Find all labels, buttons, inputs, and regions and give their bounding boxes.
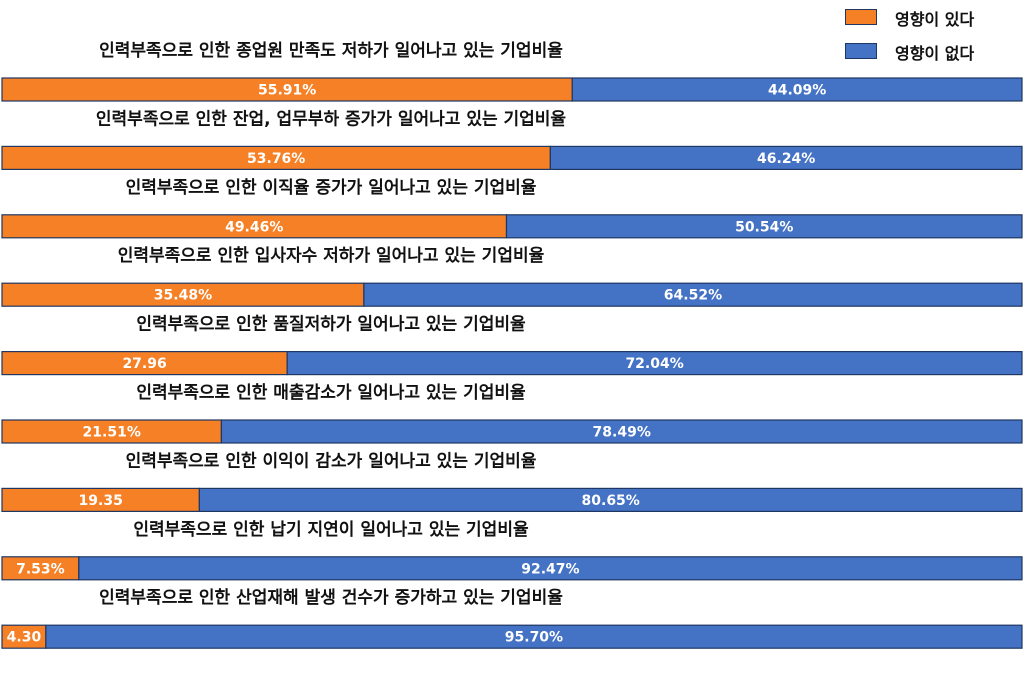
legend-swatch-not-affected	[845, 43, 877, 59]
data-label: 27.96	[122, 356, 166, 372]
data-label: 92.47%	[521, 561, 579, 577]
bar-title: 인력부족으로 인한 매출감소가 일어나고 있는 기업비율	[136, 383, 526, 403]
bar-title: 인력부족으로 인한 산업재해 발생 건수가 증가하고 있는 기업비율	[99, 588, 563, 608]
bar-title: 인력부족으로 인한 납기 지연이 일어나고 있는 기업비율	[133, 520, 529, 540]
data-label: 78.49%	[593, 425, 651, 441]
bar-title: 인력부족으로 인한 잔업, 업무부하 증가가 일어나고 있는 기업비율	[96, 109, 567, 129]
data-label: 80.65%	[582, 493, 640, 509]
data-label: 44.09%	[768, 83, 826, 99]
bar-segment-not-affected	[78, 556, 1023, 581]
bar-title: 인력부족으로 인한 입사자수 저하가 일어나고 있는 기업비율	[118, 246, 545, 266]
bar-segment-not-affected	[220, 419, 1023, 444]
bar-segment-not-affected	[549, 145, 1023, 170]
data-label: 49.46%	[225, 219, 283, 235]
bar-segment-not-affected	[286, 351, 1023, 376]
bar-segment-not-affected	[45, 624, 1023, 649]
bar-title: 인력부족으로 인한 품질저하가 일어나고 있는 기업비율	[136, 314, 526, 335]
bar-segment-not-affected	[505, 214, 1023, 239]
bar-segment-not-affected	[198, 487, 1023, 512]
bar-segment-not-affected	[571, 77, 1023, 102]
data-label: 55.91%	[258, 83, 316, 99]
bar-title: 인력부족으로 인한 이직율 증가가 일어나고 있는 기업비율	[126, 178, 537, 198]
legend-swatch-affected	[845, 9, 877, 25]
data-label: 95.70%	[505, 630, 563, 646]
bar-title: 인력부족으로 인한 이익이 감소가 일어나고 있는 기업비율	[126, 451, 537, 471]
data-label: 72.04%	[625, 356, 683, 372]
legend-label-affected: 영향이 있다	[895, 10, 975, 29]
data-label: 46.24%	[757, 151, 815, 167]
data-label: 35.48%	[154, 288, 212, 304]
bar-title: 인력부족으로 인한 종업원 만족도 저하가 일어나고 있는 기업비율	[99, 41, 563, 61]
legend-label-not-affected: 영향이 없다	[895, 44, 975, 63]
data-label: 53.76%	[247, 151, 305, 167]
bar-segment-not-affected	[363, 282, 1023, 307]
data-label: 7.53%	[16, 561, 65, 577]
data-label: 19.35	[79, 493, 123, 509]
data-label: 64.52%	[664, 288, 722, 304]
data-label: 21.51%	[83, 425, 141, 441]
data-label: 50.54%	[735, 219, 793, 235]
data-label: 4.30	[7, 630, 42, 646]
